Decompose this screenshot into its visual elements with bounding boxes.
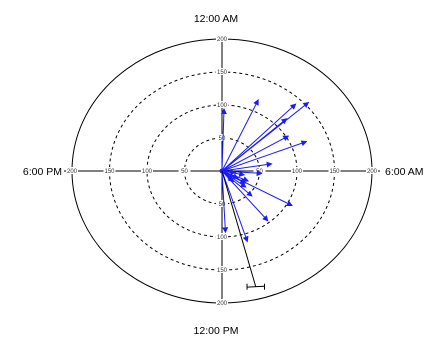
- vector-2: [221, 140, 308, 172]
- reference-end-bar: [247, 285, 265, 288]
- ring-label-bg-right-150: [328, 167, 341, 174]
- label-right: 6:00 AM: [385, 166, 424, 178]
- ring-label-top-50: 50: [219, 136, 226, 142]
- ring-label-bg-left-100: [141, 167, 153, 174]
- label-top: 12:00 AM: [194, 13, 238, 25]
- ring-label-bottom-50: 50: [219, 202, 226, 208]
- ring-label-left-100: 100: [142, 169, 153, 175]
- polar-grid: 50 50 50 50 100 100 100 100 150 150 150 150 200 200 20…: [64, 35, 380, 307]
- ring-label-bg-right-200: [366, 167, 378, 174]
- vector-9: [221, 170, 229, 234]
- ring-label-bottom-200: 200: [217, 301, 228, 307]
- ring-label-top-200: 200: [217, 37, 228, 43]
- ring-label-right-200: 200: [367, 169, 378, 175]
- reference-vector: [221, 170, 257, 287]
- ring-label-bottom-100: 100: [217, 235, 228, 241]
- ring-label-left-200: 200: [67, 169, 78, 175]
- ring-label-right-50: 50: [256, 169, 263, 175]
- vector-7: [221, 99, 259, 172]
- ring-label-bg-bottom-50: [216, 200, 228, 207]
- ring-label-top-150: 150: [217, 70, 228, 76]
- vector-8: [220, 107, 227, 172]
- ring-label-bg-top-150: [216, 68, 228, 75]
- vector-4: [221, 101, 310, 172]
- ring-label-bottom-150: 150: [217, 268, 228, 274]
- ring-label-left-50: 50: [181, 169, 188, 175]
- vector-6: [221, 135, 290, 172]
- ring-label-right-150: 150: [329, 169, 340, 175]
- label-bottom: 12:00 PM: [194, 325, 239, 337]
- ring-label-bg-right-100: [291, 167, 303, 174]
- label-left: 6:00 PM: [23, 166, 62, 178]
- vector-5: [221, 103, 297, 172]
- vector-10: [221, 170, 249, 243]
- ring-label-bg-top-50: [216, 134, 228, 141]
- ring-label-top-100: 100: [217, 103, 228, 109]
- ring-label-right-100: 100: [292, 169, 303, 175]
- ring-label-bg-bottom-200: [216, 299, 228, 306]
- ring-label-bg-left-50: [178, 167, 191, 174]
- ring-label-bg-left-200: [66, 167, 78, 174]
- ring-label-bg-top-200: [216, 35, 228, 42]
- ring-label-bg-bottom-100: [216, 233, 228, 240]
- ring-label-bg-top-100: [216, 101, 228, 108]
- ring-label-left-150: 150: [104, 169, 115, 175]
- vector-series: [219, 99, 310, 243]
- ring-label-bg-left-150: [103, 167, 116, 174]
- reference-vector-group: [221, 170, 265, 290]
- ring-label-bg-bottom-150: [216, 266, 228, 273]
